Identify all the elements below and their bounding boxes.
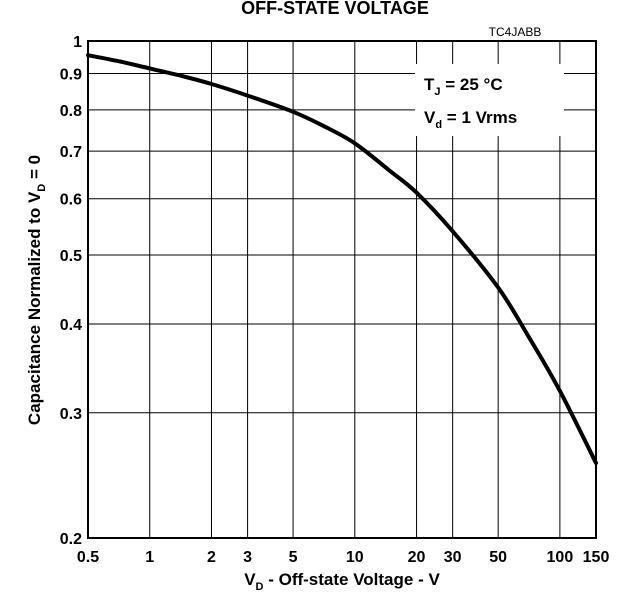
x-tick-label: 150 [583,549,610,566]
x-tick-label: 1 [145,549,154,566]
series-layer [86,53,598,465]
y-tick-label: 0.5 [60,248,82,265]
x-tick-label: 50 [489,549,507,566]
x-tick-label: 2 [207,549,216,566]
y-tick-label: 0.3 [60,406,82,423]
y-tick-label: 1 [73,34,82,51]
x-tick-label: 100 [547,549,574,566]
annotation-line-1: TJ = 25 °C [424,75,503,98]
series-line [86,53,598,465]
annotation-box [415,64,564,136]
y-axis-label: Capacitance Normalized to VD = 0 [25,155,48,425]
x-tick-label: 0.5 [77,549,99,566]
plot-frame [87,40,597,539]
figure-code: TC4JABB [489,25,542,39]
x-tick-label: 5 [289,549,298,566]
x-tick-label: 30 [444,549,462,566]
y-tick-label: 0.6 [60,192,82,209]
chart-title: OFF-STATE VOLTAGE [241,0,429,18]
y-tick-labels: 0.2 0.3 0.4 0.5 0.6 0.7 0.8 0.9 1 [60,34,82,548]
x-tick-label: 10 [346,549,364,566]
x-tick-label: 20 [408,549,426,566]
y-tick-label: 0.8 [60,103,82,120]
y-tick-label: 0.9 [60,67,82,84]
annotation-line-2: Vd = 1 Vrms [424,108,517,131]
x-tick-labels: 0.5 1 2 3 5 10 20 30 50 100 150 [77,549,610,566]
y-tick-label: 0.4 [60,317,82,334]
x-axis-label: VD - Off-state Voltage - V [244,570,440,593]
y-tick-label: 0.7 [60,144,82,161]
y-tick-label: 0.2 [60,531,82,548]
x-tick-label: 3 [243,549,252,566]
